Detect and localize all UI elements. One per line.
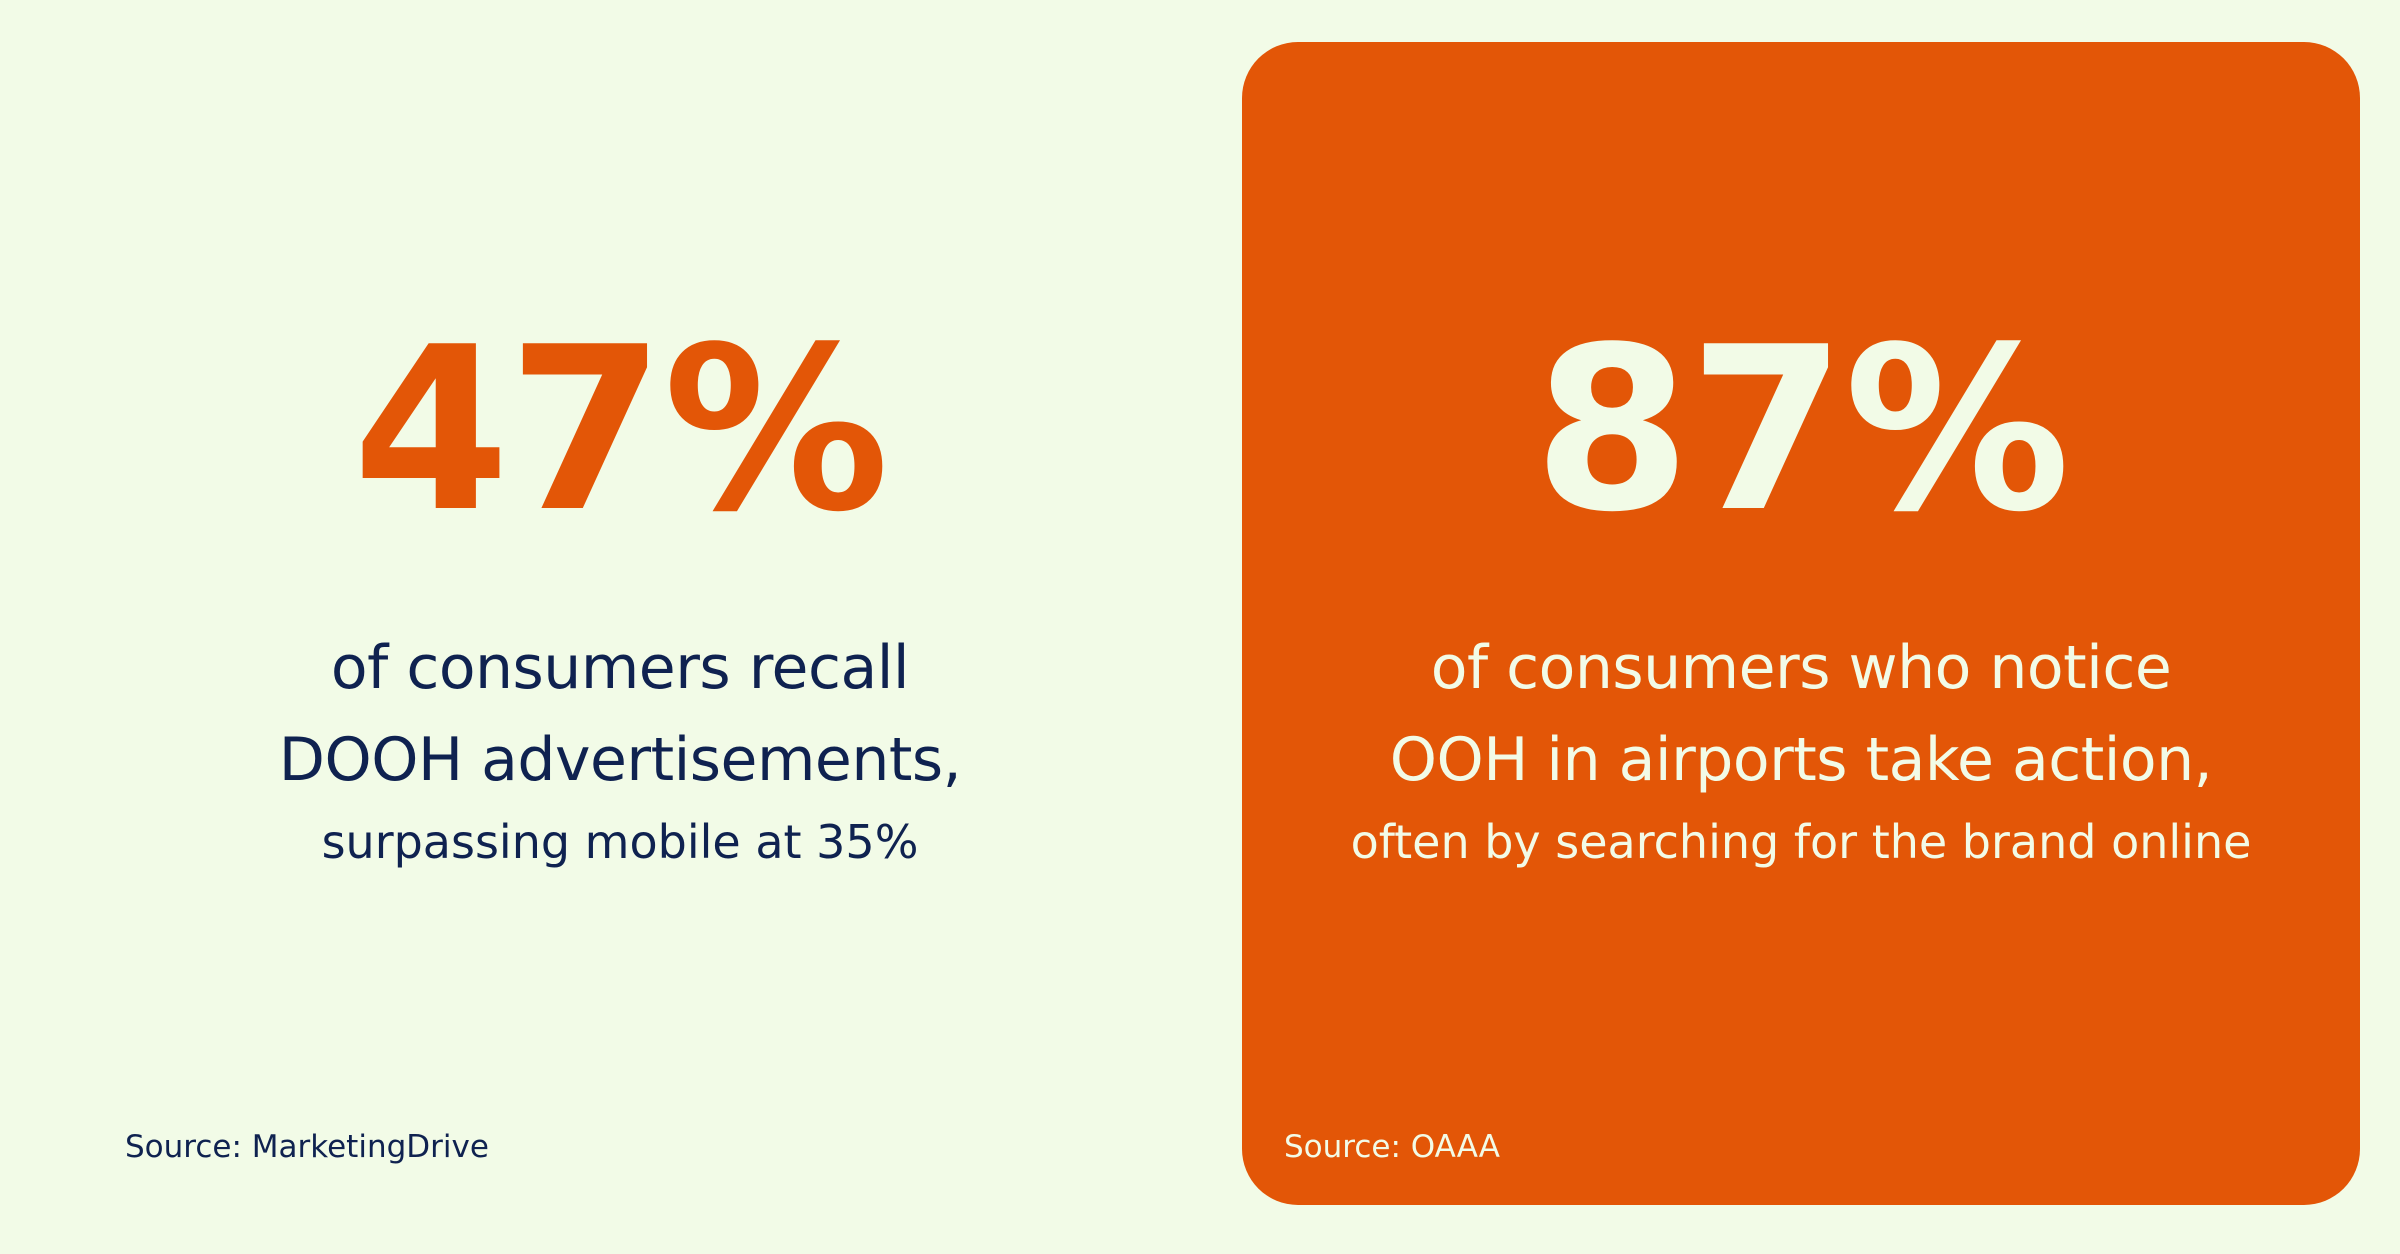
left-stat-headline: of consumers recall DOOH advertisements,: [0, 622, 1240, 806]
left-stat-panel: 47% of consumers recall DOOH advertiseme…: [0, 299, 1240, 1166]
left-stat-headline-line2: DOOH advertisements,: [278, 725, 962, 795]
right-stat-source: Source: OAAA: [1284, 1129, 1500, 1165]
right-stat-subline: often by searching for the brand online: [1350, 815, 2252, 869]
right-stat-headline-line2: OOH in airports take action,: [1389, 725, 2213, 795]
right-stat-headline: of consumers who notice OOH in airports …: [1242, 622, 2360, 806]
left-stat-percentage: 47%: [352, 299, 890, 562]
right-stat-percentage: 87%: [1533, 299, 2071, 562]
right-stat-card: 87% of consumers who notice OOH in airpo…: [1242, 42, 2360, 1205]
left-stat-headline-line1: of consumers recall: [330, 633, 910, 703]
right-stat-headline-line1: of consumers who notice: [1430, 633, 2172, 703]
left-stat-subline: surpassing mobile at 35%: [321, 815, 919, 869]
left-stat-source: Source: MarketingDrive: [125, 1129, 489, 1165]
